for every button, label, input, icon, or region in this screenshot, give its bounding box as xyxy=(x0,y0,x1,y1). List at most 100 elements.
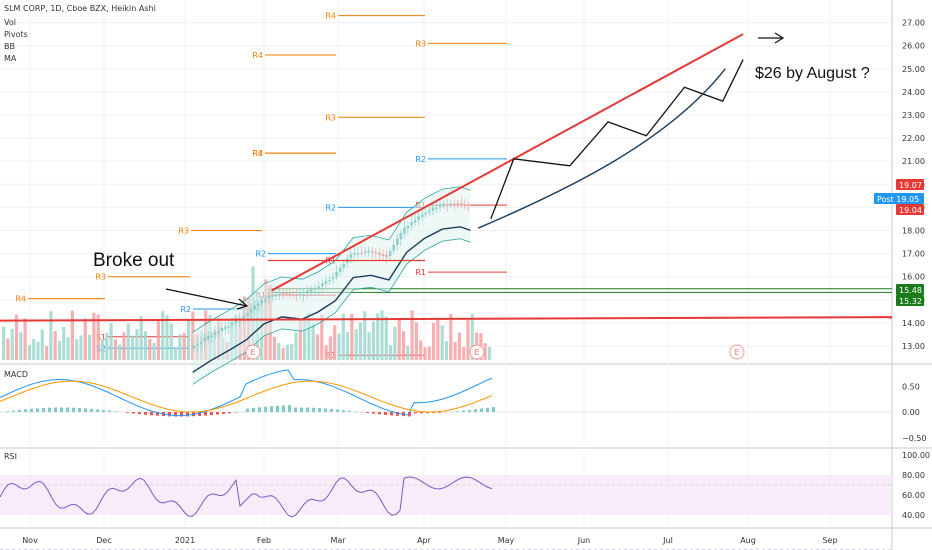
volume-bar xyxy=(19,332,23,360)
volume-bar xyxy=(126,323,130,360)
volume-bar xyxy=(156,318,160,360)
volume-bar xyxy=(410,310,414,360)
macd-histogram-bar xyxy=(108,410,111,412)
rsi-tick-label: 40.00 xyxy=(902,511,925,520)
x-tick-label: Mar xyxy=(330,536,346,545)
macd-histogram-bar xyxy=(114,411,117,412)
annotation-target: $26 by August ? xyxy=(755,65,870,82)
y-tick-label: 13.00 xyxy=(902,342,925,351)
volume-bar xyxy=(457,332,461,360)
earnings-marker-label: E xyxy=(250,348,255,357)
volume-bar xyxy=(483,343,487,360)
volume-bar xyxy=(290,343,294,360)
macd-histogram-bar xyxy=(138,412,141,415)
pivot-r3-label: R3 xyxy=(415,39,426,48)
volume-bar xyxy=(315,334,320,360)
volume-bar xyxy=(165,315,169,360)
pivot-s1-label: S1 xyxy=(96,333,106,342)
x-tick-label: Apr xyxy=(417,536,432,545)
volume-bar xyxy=(135,329,139,360)
macd-histogram-bar xyxy=(318,408,321,412)
volume-bar xyxy=(393,326,397,360)
rsi-title: RSI xyxy=(4,452,17,461)
volume-bar xyxy=(307,312,311,360)
annotation-broke-out: Broke out xyxy=(93,250,175,271)
macd-histogram-bar xyxy=(468,409,471,412)
volume-bar xyxy=(436,319,440,360)
macd-histogram-bar xyxy=(438,412,441,413)
volume-bar xyxy=(2,326,6,360)
macd-histogram-bar xyxy=(492,407,495,412)
macd-histogram-bar xyxy=(102,410,105,412)
macd-histogram-bar xyxy=(312,407,315,412)
volume-bar xyxy=(178,334,182,360)
pivot-r3-label: R3 xyxy=(252,149,263,158)
macd-histogram-bar xyxy=(198,412,201,416)
macd-histogram-bar xyxy=(432,412,435,413)
pivot-r4-label: R4 xyxy=(252,51,263,60)
macd-histogram-bar xyxy=(474,409,477,412)
volume-bar xyxy=(182,333,186,360)
macd-histogram-bar xyxy=(324,408,327,412)
rsi-panel xyxy=(0,476,493,518)
price-label-box xyxy=(896,179,924,190)
macd-histogram-bar xyxy=(210,412,213,416)
legend-ma: MA xyxy=(4,54,17,63)
macd-histogram-bar xyxy=(330,408,333,412)
volume-bar xyxy=(152,342,156,360)
symbol-title: SLM CORP, 1D, Cboe BZX, Heikin Ashi xyxy=(4,4,156,13)
macd-histogram-bar xyxy=(228,412,231,414)
volume-bar xyxy=(161,311,165,360)
volume-bar xyxy=(79,335,83,360)
volume-bar xyxy=(367,332,371,360)
volume-bar xyxy=(75,339,79,360)
earnings-marker xyxy=(245,344,261,360)
volume-bar xyxy=(36,341,40,360)
x-tick-label: Nov xyxy=(22,536,38,545)
rsi-band xyxy=(0,475,892,515)
volume-bar xyxy=(131,335,135,360)
macd-line xyxy=(0,369,493,417)
volume-bar xyxy=(14,314,19,360)
macd-histogram-bar xyxy=(342,410,345,412)
volume-bar xyxy=(397,319,401,360)
pivot-r3-label: R3 xyxy=(178,227,189,236)
macd-histogram-bar xyxy=(36,408,39,412)
volume-bar xyxy=(96,314,100,360)
volume-bar xyxy=(354,329,358,360)
volume-bar xyxy=(294,332,298,360)
volume-bar xyxy=(27,345,31,360)
macd-histogram-bar xyxy=(378,412,381,415)
volume-bar xyxy=(470,313,474,360)
volume-bar xyxy=(298,319,302,360)
macd-histogram-bar xyxy=(336,409,339,412)
volume-bar xyxy=(105,332,109,360)
breakout-arrow-shaft xyxy=(165,288,248,307)
earnings-marker-label: E xyxy=(474,348,479,357)
volume-bar xyxy=(118,344,122,360)
macd-histogram-bar xyxy=(390,412,393,416)
volume-bar xyxy=(449,314,453,360)
macd-histogram-bar xyxy=(66,407,69,412)
y-tick-label: 24.00 xyxy=(902,88,925,97)
volume-bar xyxy=(62,327,66,360)
volume-bar xyxy=(453,341,457,360)
volume-bar xyxy=(174,347,178,360)
volume-bar xyxy=(466,319,470,360)
volume-bar xyxy=(341,313,345,360)
macd-histogram-bar xyxy=(282,405,285,412)
volume-bar xyxy=(122,332,126,360)
x-tick-label: 2021 xyxy=(175,536,195,545)
volume-bar xyxy=(285,344,289,360)
volume-bar xyxy=(66,337,70,360)
y-tick-label: 17.00 xyxy=(902,250,925,259)
macd-tick-label: 0.00 xyxy=(902,408,920,417)
earnings-marker-label: E xyxy=(734,348,739,357)
pivot-r2-label: R2 xyxy=(180,305,191,314)
rsi-tick-label: 100.00 xyxy=(902,451,930,460)
projected-zigzag xyxy=(490,59,744,220)
macd-histogram-bar xyxy=(18,409,21,412)
macd-histogram-bar xyxy=(252,407,255,412)
